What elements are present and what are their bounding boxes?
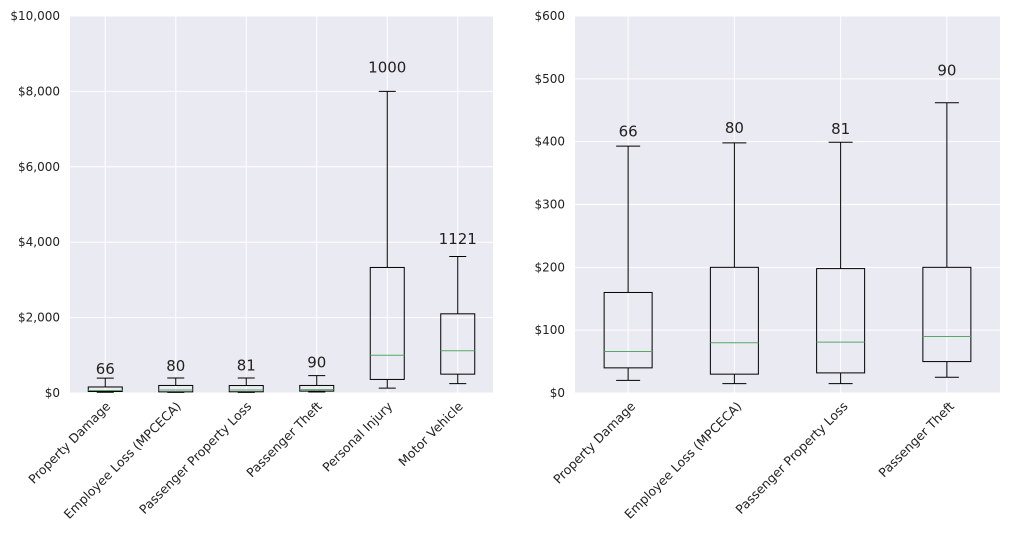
- y-tick-label: $200: [534, 260, 565, 274]
- x-tick-label: Passenger Theft: [875, 398, 957, 480]
- box-plot-2: 80: [158, 357, 194, 393]
- box-plot-3: 81: [228, 356, 264, 393]
- box-plot-4: 90: [299, 353, 335, 393]
- box-plot-1: 66: [87, 360, 123, 393]
- x-tick-label: Personal Injury: [319, 398, 396, 475]
- box-iqr: [158, 384, 194, 393]
- box-annotation: 81: [237, 356, 256, 374]
- box-plot-2: 80: [709, 119, 759, 385]
- box-annotation: 90: [937, 62, 956, 80]
- x-tick-label: Passenger Property Loss: [136, 399, 254, 517]
- chart-panel-1: $0$2,000$4,000$6,000$8,000$10,00066Prope…: [10, 9, 493, 522]
- box-annotation: 66: [96, 360, 115, 378]
- box-plot-5: 1000: [368, 59, 406, 389]
- y-tick-label: $0: [550, 386, 565, 400]
- box-iqr: [299, 384, 335, 392]
- box-annotation: 66: [619, 123, 638, 141]
- plot-background: [70, 16, 493, 393]
- y-tick-label: $8,000: [18, 84, 60, 98]
- x-tick-label: Motor Vehicle: [395, 398, 466, 469]
- chart-panel-2: $0 $100 $200 $300 $400 $500 $600 66 Property Dam…: [534, 9, 1000, 522]
- box-annotation: 80: [725, 119, 744, 137]
- x-tick-label: Passenger Property Loss: [732, 399, 850, 517]
- box-iqr: [816, 268, 866, 374]
- box-iqr: [87, 386, 123, 392]
- y-tick-label: $6,000: [18, 160, 60, 174]
- box-iqr: [922, 266, 972, 363]
- box-iqr: [369, 266, 405, 380]
- x-tick-label: Employee Loss (MPCECA): [621, 399, 744, 522]
- box-annotation: 80: [166, 357, 185, 375]
- y-tick-label: $0: [45, 386, 60, 400]
- x-tick-label: Property Damage: [550, 398, 638, 486]
- y-tick-label: $400: [534, 135, 565, 149]
- y-tick-label: $10,000: [10, 9, 60, 23]
- y-tick-label: $2,000: [18, 311, 60, 325]
- box-annotation: 90: [307, 353, 326, 371]
- box-iqr: [228, 385, 264, 393]
- box-annotation: 81: [831, 120, 850, 138]
- y-tick-label: $500: [534, 72, 565, 86]
- y-tick-label: $100: [534, 323, 565, 337]
- box-plot-4: 90: [922, 62, 972, 378]
- box-plot-6: 1121: [439, 230, 477, 385]
- y-tick-label: $300: [534, 198, 565, 212]
- x-tick-label: Employee Loss (MPCECA): [61, 399, 184, 522]
- x-tick-label: Passenger Theft: [243, 398, 325, 480]
- box-annotation: 1121: [439, 230, 477, 248]
- y-tick-label: $4,000: [18, 235, 60, 249]
- box-plot-1: 66: [603, 123, 653, 381]
- box-iqr: [603, 291, 653, 369]
- box-iqr: [709, 266, 759, 375]
- box-iqr: [440, 313, 476, 375]
- box-annotation: 1000: [368, 59, 406, 77]
- box-plot-3: 81: [816, 120, 866, 385]
- y-tick-label: $600: [534, 9, 565, 23]
